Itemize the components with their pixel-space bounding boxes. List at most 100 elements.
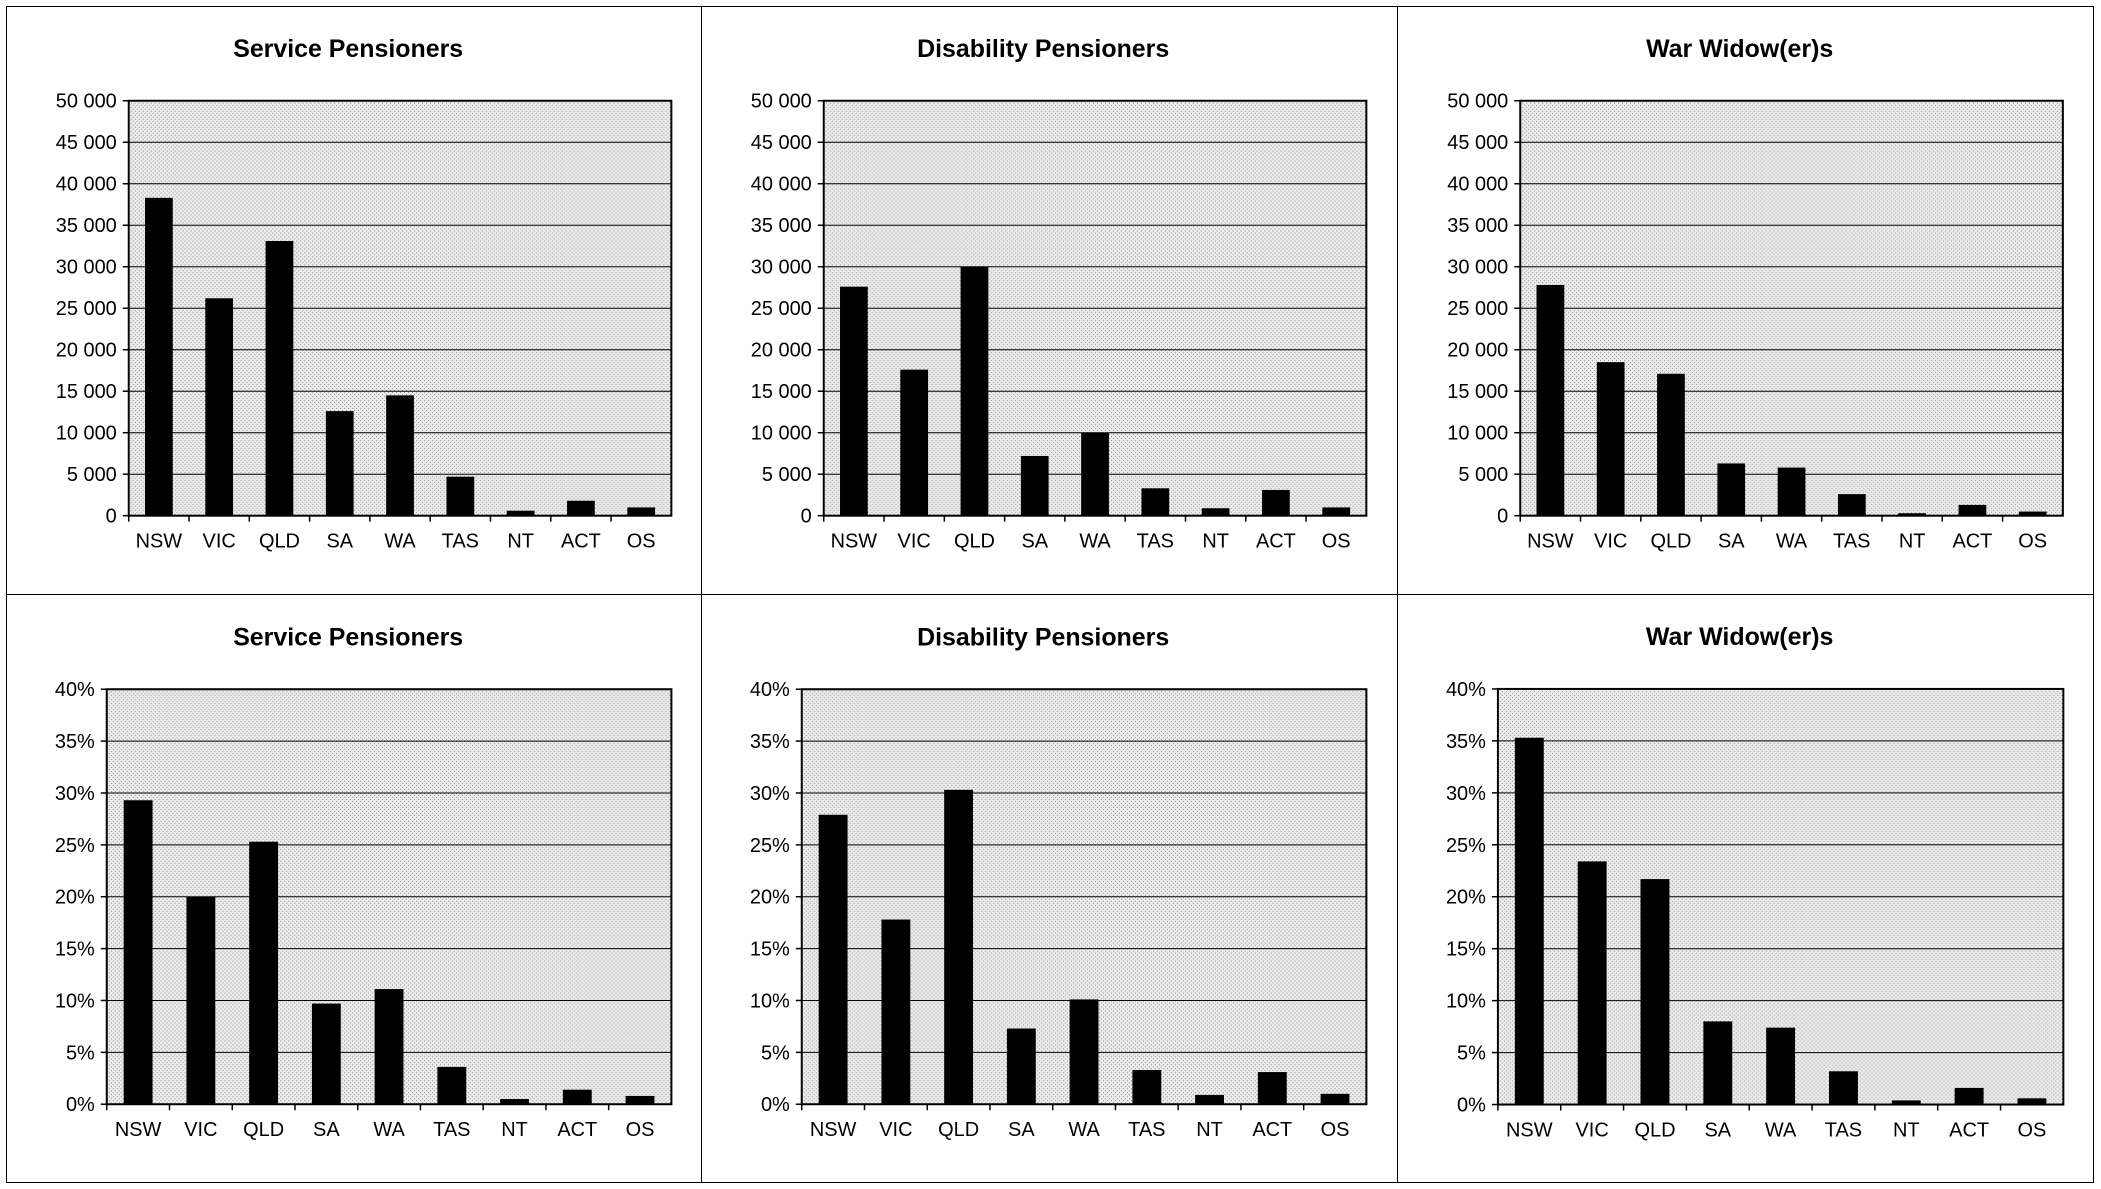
x-tick-label: ACT xyxy=(1256,531,1296,553)
y-tick-label: 0% xyxy=(1457,1094,1486,1116)
bar xyxy=(2018,511,2047,516)
bar xyxy=(1640,878,1670,1105)
x-tick-label: VIC xyxy=(203,531,236,553)
x-tick-label: NT xyxy=(1203,531,1230,553)
x-tick-label: SA xyxy=(1704,1119,1731,1141)
bar xyxy=(1141,488,1170,516)
x-tick-label: QLD xyxy=(243,1119,284,1141)
bar xyxy=(1514,737,1544,1105)
bar xyxy=(311,1003,341,1104)
bar xyxy=(265,241,294,516)
y-tick-label: 25 000 xyxy=(751,298,812,320)
x-tick-label: WA xyxy=(1069,1119,1101,1141)
y-tick-label: 25 000 xyxy=(56,298,117,320)
x-tick-label: NSW xyxy=(810,1119,857,1141)
y-tick-label: 15% xyxy=(1446,938,1486,960)
y-tick-label: 15 000 xyxy=(1447,381,1508,403)
y-tick-label: 20% xyxy=(1446,886,1486,908)
chart-panel: War Widow(er)s 0 5 000 10 000 15 000 20 000 25… xyxy=(1397,7,2093,595)
y-tick-label: 30% xyxy=(750,782,790,804)
bar xyxy=(1320,1093,1350,1104)
y-tick-label: 35% xyxy=(1446,730,1486,752)
chart-title: War Widow(er)s xyxy=(1646,35,1833,63)
x-tick-label: NT xyxy=(507,531,534,553)
x-tick-label: NT xyxy=(1898,531,1925,553)
bar xyxy=(249,841,279,1104)
bar xyxy=(1081,432,1110,516)
plot-frame xyxy=(105,687,673,1105)
bar xyxy=(205,298,234,516)
x-tick-label: NSW xyxy=(136,531,183,553)
x-tick-label: VIC xyxy=(880,1119,913,1141)
chart-grid: Service Pensioners 0 5 000 10 000 15 000 20 0… xyxy=(6,6,2094,1183)
y-tick-label: 10% xyxy=(1446,990,1486,1012)
x-tick-label: VIC xyxy=(898,531,931,553)
bar xyxy=(1717,463,1745,516)
bar xyxy=(900,369,929,516)
y-tick-label: 30 000 xyxy=(1447,257,1508,279)
bar xyxy=(325,411,354,516)
x-tick-label: ACT xyxy=(1253,1119,1293,1141)
x-tick-label: VIC xyxy=(1594,531,1627,553)
x-tick-label: QLD xyxy=(259,531,300,553)
y-tick-label: 35% xyxy=(55,731,95,753)
x-tick-label: NSW xyxy=(1527,531,1574,553)
y-tick-label: 20 000 xyxy=(56,340,117,362)
bar xyxy=(1703,1020,1732,1105)
y-tick-label: 20% xyxy=(750,886,790,908)
plot-frame xyxy=(801,687,1368,1105)
x-tick-label: QLD xyxy=(938,1119,979,1141)
x-tick-label: OS xyxy=(2017,1119,2046,1141)
y-tick-label: 25 000 xyxy=(1447,298,1508,320)
x-tick-label: NSW xyxy=(831,531,878,553)
y-tick-label: 5% xyxy=(66,1042,95,1064)
bar xyxy=(145,197,173,516)
chart-svg: Service Pensioners 0 5 000 10 000 15 000 20 0… xyxy=(56,35,673,553)
bar xyxy=(960,266,989,516)
chart-panel: Service Pensioners 0% 5% 10% 15% 20% 25% 30% 35%… xyxy=(7,594,703,1182)
y-tick-label: 5 000 xyxy=(1458,464,1508,486)
chart-svg: War Widow(er)s 0 5 000 10 000 15 000 20 000 25… xyxy=(1447,35,2064,553)
chart-title: War Widow(er)s xyxy=(1646,622,1834,650)
y-tick-label: 5 000 xyxy=(762,464,812,486)
x-tick-label: QLD xyxy=(1650,531,1691,553)
y-tick-label: 10% xyxy=(750,990,790,1012)
bar xyxy=(386,395,414,516)
bar xyxy=(881,919,911,1104)
bar xyxy=(1262,489,1291,516)
y-tick-label: 15 000 xyxy=(56,381,117,403)
bar xyxy=(944,789,974,1104)
x-tick-label: SA xyxy=(1022,531,1049,553)
bar xyxy=(1577,860,1607,1105)
y-tick-label: 30 000 xyxy=(56,257,117,279)
bar xyxy=(1596,362,1625,516)
bar xyxy=(1837,494,1866,516)
x-tick-label: OS xyxy=(627,531,656,553)
bar xyxy=(1202,508,1230,516)
bar xyxy=(567,500,595,516)
bar xyxy=(500,1098,529,1104)
y-tick-label: 35 000 xyxy=(56,215,117,237)
y-tick-label: 35% xyxy=(750,731,790,753)
bar xyxy=(1765,1027,1795,1105)
plot-frame xyxy=(823,99,1368,517)
x-tick-label: SA xyxy=(1718,531,1745,553)
bar xyxy=(2017,1097,2047,1105)
bar xyxy=(1828,1070,1858,1105)
x-tick-label: NSW xyxy=(115,1119,162,1141)
bar xyxy=(1258,1071,1288,1104)
chart-title: Service Pensioners xyxy=(233,35,463,63)
chart-panel: Service Pensioners 0 5 000 10 000 15 000 20 0… xyxy=(7,7,703,595)
x-tick-label: ACT xyxy=(1952,531,1992,553)
chart-panel: Disability Pensioners 0 5 000 10 000 15 000 2… xyxy=(702,7,1398,595)
y-tick-label: 25% xyxy=(750,834,790,856)
bar xyxy=(1656,373,1685,516)
x-tick-label: TAS xyxy=(442,531,479,553)
y-tick-label: 10 000 xyxy=(56,423,117,445)
plot-frame xyxy=(1496,687,2065,1106)
chart-title: Disability Pensioners xyxy=(917,623,1169,651)
x-tick-label: NSW xyxy=(1506,1119,1553,1141)
x-tick-label: TAS xyxy=(1137,531,1174,553)
y-tick-label: 40 000 xyxy=(751,174,812,196)
bar xyxy=(627,507,656,516)
